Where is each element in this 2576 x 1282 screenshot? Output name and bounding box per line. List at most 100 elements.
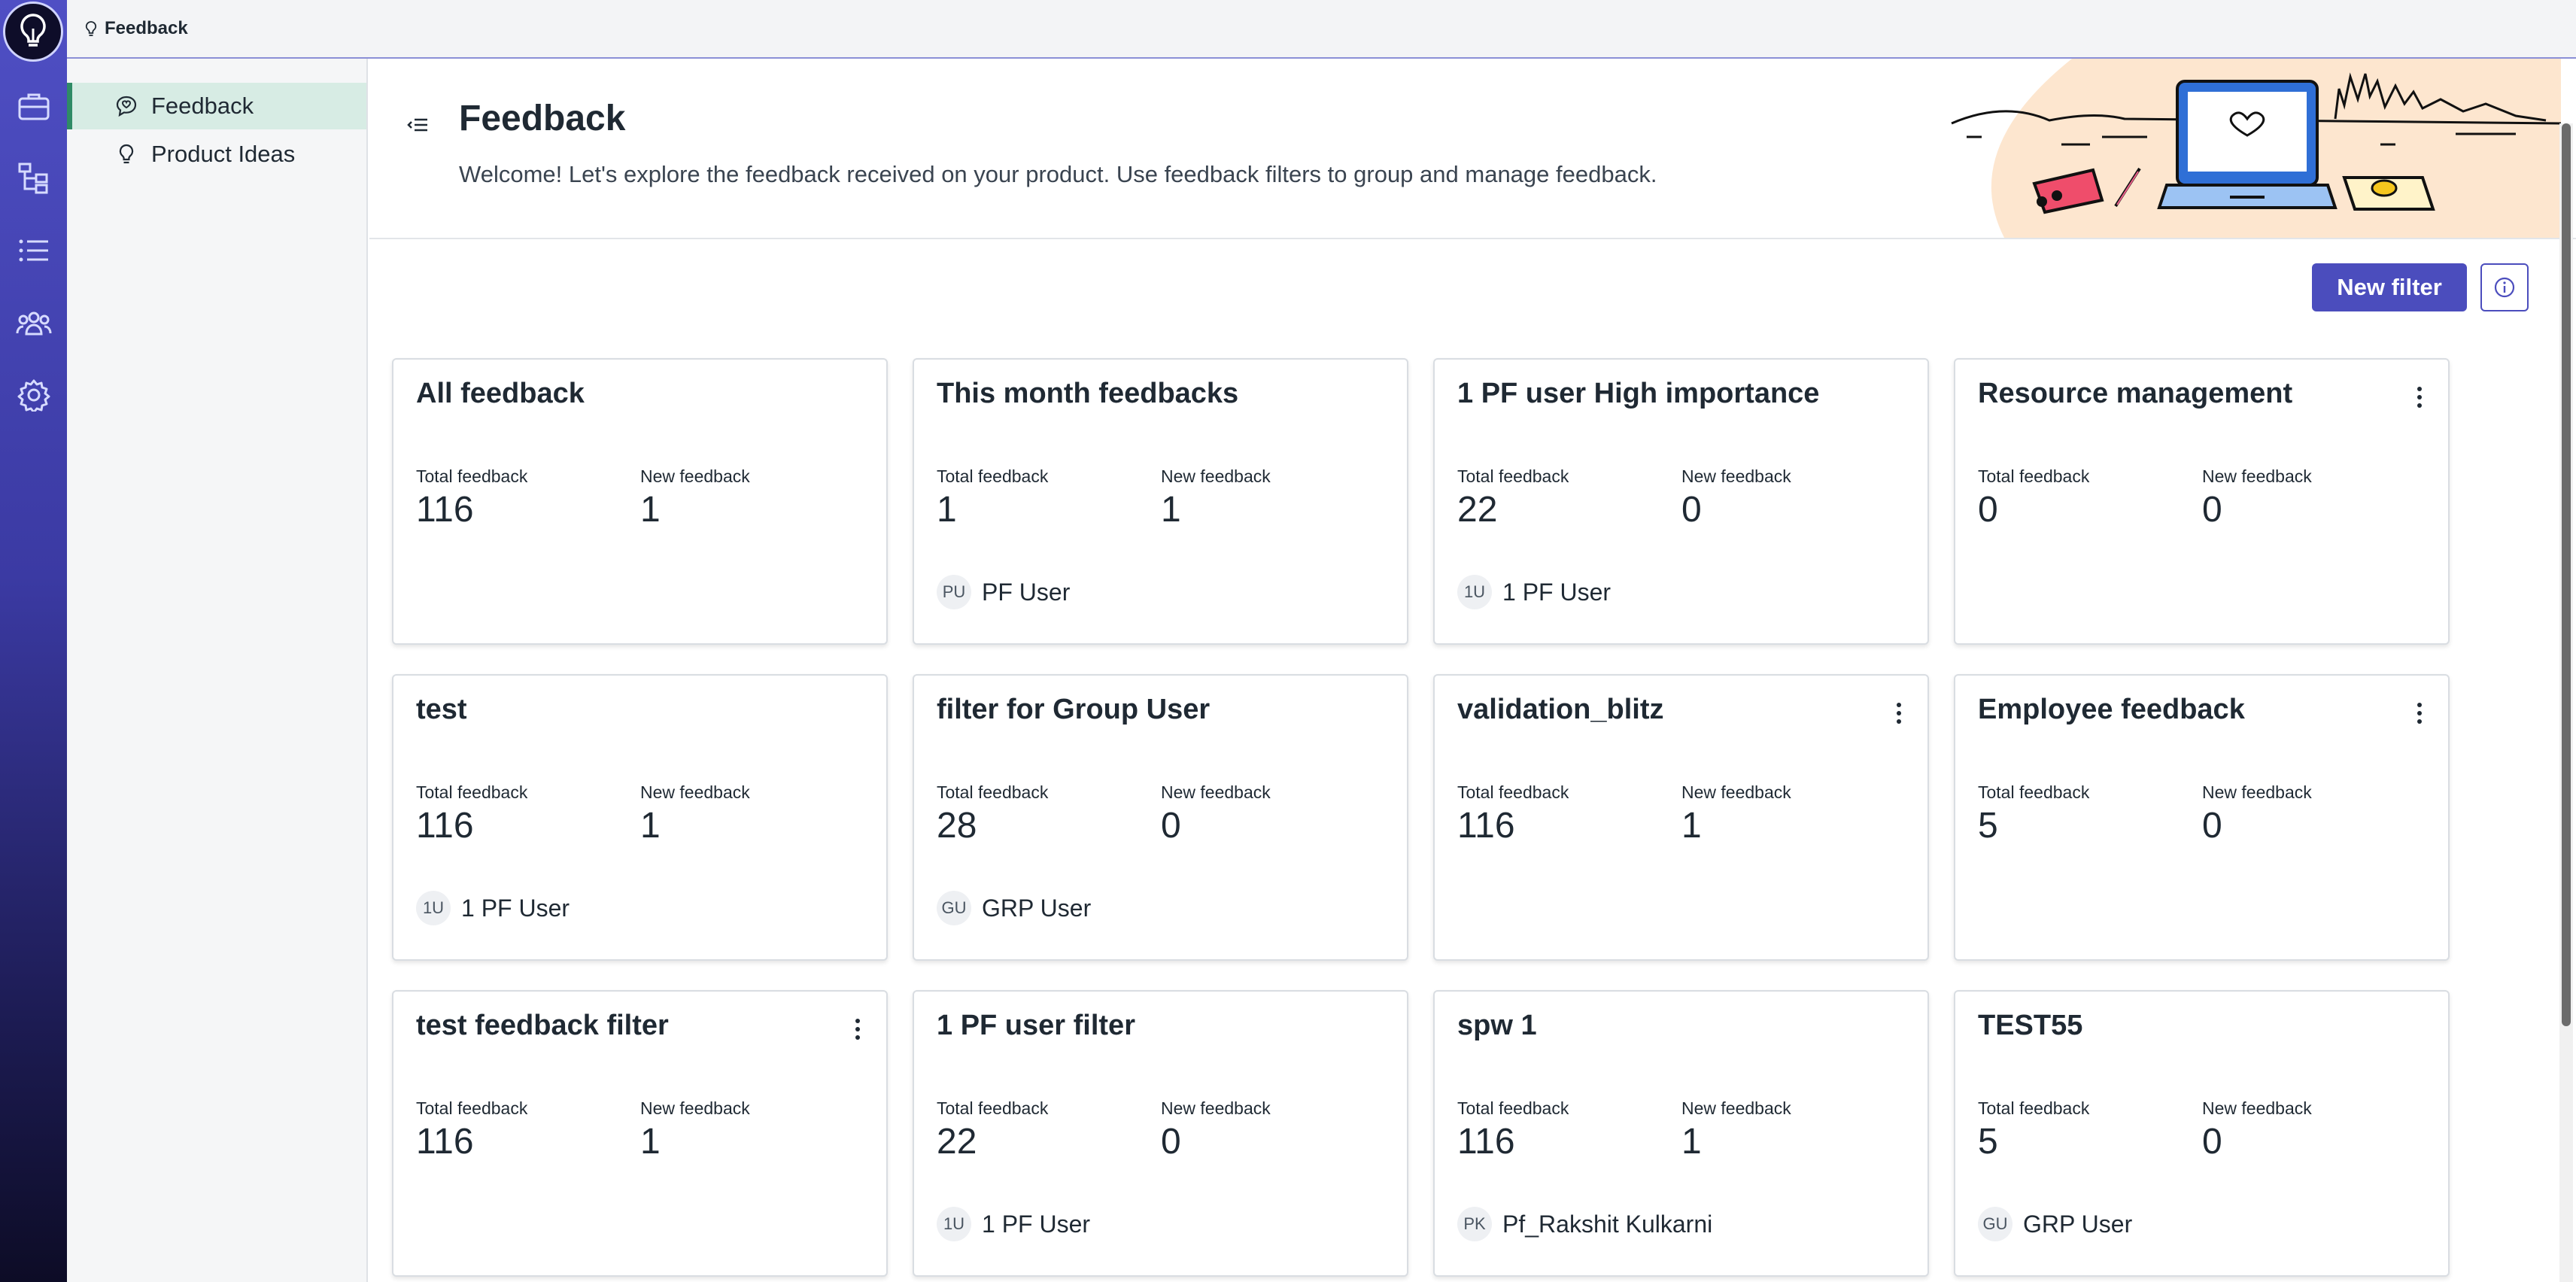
filter-card[interactable]: filter for Group User Total feedback 28 New… [913, 674, 1408, 961]
total-feedback-label: Total feedback [937, 466, 1049, 486]
info-icon[interactable] [2480, 263, 2529, 311]
new-feedback-value: 0 [2202, 1122, 2222, 1162]
owner-name: Pf_Rakshit Kulkarni [1502, 1210, 1713, 1238]
page-title: Feedback [459, 99, 626, 138]
card-title[interactable]: This month feedbacks [937, 378, 1239, 409]
avatar: 1U [1457, 575, 1492, 609]
more-options-icon[interactable] [1885, 698, 1912, 728]
scrollbar[interactable] [2559, 123, 2573, 1282]
new-feedback-value: 0 [2202, 490, 2222, 530]
owner-name: 1 PF User [1502, 578, 1612, 606]
laptop-illustration [1951, 59, 2561, 238]
total-feedback-value: 116 [1457, 806, 1515, 846]
new-feedback-label: New feedback [640, 1098, 750, 1118]
total-feedback-value: 1 [937, 490, 957, 530]
new-feedback-label: New feedback [1681, 466, 1791, 486]
card-title[interactable]: test [416, 694, 467, 725]
app-rail [0, 0, 67, 1282]
filter-card[interactable]: Resource management Total feedback 0 New fe… [1954, 358, 2450, 645]
filter-card[interactable]: 1 PF user filter Total feedback 22 New feed… [913, 990, 1408, 1277]
subnav-item-label: Product Ideas [151, 141, 296, 167]
users-icon[interactable] [13, 302, 55, 344]
collapse-sidebar-icon[interactable] [402, 110, 433, 140]
new-feedback-label: New feedback [640, 466, 750, 486]
new-feedback-label: New feedback [1161, 1098, 1271, 1118]
card-owner: PU PF User [937, 575, 1070, 609]
feedback-subnav: Feedback Product Ideas [67, 59, 368, 1282]
card-title[interactable]: filter for Group User [937, 694, 1211, 725]
lightbulb-icon [85, 21, 97, 36]
filter-card[interactable]: test feedback filter Total feedback 116 New… [392, 990, 888, 1277]
card-title[interactable]: All feedback [416, 378, 585, 409]
filter-card[interactable]: validation_blitz Total feedback 116 New fee… [1433, 674, 1929, 961]
card-owner: PK Pf_Rakshit Kulkarni [1457, 1207, 1712, 1241]
gear-icon[interactable] [13, 374, 55, 416]
page-subtitle: Welcome! Let's explore the feedback rece… [459, 161, 1657, 187]
avatar: PK [1457, 1207, 1492, 1241]
filter-card[interactable]: 1 PF user High importance Total feedback 2… [1433, 358, 1929, 645]
card-owner: 1U 1 PF User [416, 891, 570, 925]
card-title[interactable]: spw 1 [1457, 1010, 1537, 1041]
total-feedback-value: 116 [416, 806, 474, 846]
main-content: Feedback Welcome! Let's explore the feed… [369, 59, 2576, 1282]
total-feedback-value: 28 [937, 806, 977, 846]
new-feedback-label: New feedback [1161, 466, 1271, 486]
new-feedback-value: 1 [1681, 806, 1702, 846]
top-bar: Feedback [67, 0, 2576, 59]
avatar: 1U [937, 1207, 971, 1241]
new-feedback-value: 0 [1161, 806, 1181, 846]
card-title[interactable]: 1 PF user filter [937, 1010, 1135, 1041]
new-feedback-label: New feedback [1681, 1098, 1791, 1118]
breadcrumb[interactable]: Feedback [85, 18, 188, 39]
briefcase-icon[interactable] [13, 85, 55, 127]
card-title[interactable]: test feedback filter [416, 1010, 669, 1041]
filter-card[interactable]: spw 1 Total feedback 116 New feedback 1 PK Pf_… [1433, 990, 1929, 1277]
total-feedback-label: Total feedback [1457, 782, 1569, 802]
filter-card[interactable]: All feedback Total feedback 116 New feedbac… [392, 358, 888, 645]
new-feedback-label: New feedback [2202, 1098, 2312, 1118]
card-title[interactable]: Resource management [1978, 378, 2293, 409]
new-feedback-label: New feedback [640, 782, 750, 802]
total-feedback-label: Total feedback [416, 782, 528, 802]
avatar: PU [937, 575, 971, 609]
scrollbar-thumb[interactable] [2562, 123, 2571, 1026]
subnav-item-label: Feedback [151, 93, 254, 119]
list-icon[interactable] [13, 229, 55, 272]
total-feedback-value: 5 [1978, 806, 1998, 846]
new-feedback-value: 1 [640, 1122, 661, 1162]
card-owner: 1U 1 PF User [937, 1207, 1090, 1241]
total-feedback-label: Total feedback [1978, 1098, 2090, 1118]
more-options-icon[interactable] [2406, 382, 2433, 412]
total-feedback-value: 0 [1978, 490, 1998, 530]
new-feedback-value: 0 [1681, 490, 1702, 530]
subnav-item-feedback[interactable]: Feedback [67, 83, 366, 129]
total-feedback-value: 22 [937, 1122, 977, 1162]
card-title[interactable]: 1 PF user High importance [1457, 378, 1820, 409]
owner-name: GRP User [2023, 1210, 2133, 1238]
new-feedback-label: New feedback [2202, 466, 2312, 486]
new-feedback-value: 0 [2202, 806, 2222, 846]
owner-name: GRP User [982, 894, 1092, 922]
lightbulb-logo-icon[interactable] [3, 2, 63, 62]
more-options-icon[interactable] [2406, 698, 2433, 728]
filter-card[interactable]: TEST55 Total feedback 5 New feedback 0 GU GRP … [1954, 990, 2450, 1277]
total-feedback-value: 116 [416, 490, 474, 530]
card-title[interactable]: TEST55 [1978, 1010, 2083, 1041]
total-feedback-label: Total feedback [1978, 466, 2090, 486]
total-feedback-value: 116 [416, 1122, 474, 1162]
filter-card[interactable]: This month feedbacks Total feedback 1 New f… [913, 358, 1408, 645]
filter-card[interactable]: test Total feedback 116 New feedback 1 1U 1 PF… [392, 674, 888, 961]
card-title[interactable]: validation_blitz [1457, 694, 1664, 725]
subnav-item-product-ideas[interactable]: Product Ideas [67, 131, 366, 178]
filter-card[interactable]: Employee feedback Total feedback 5 New feed… [1954, 674, 2450, 961]
hierarchy-icon[interactable] [13, 157, 55, 199]
card-title[interactable]: Employee feedback [1978, 694, 2245, 725]
new-filter-button[interactable]: New filter [2312, 263, 2467, 311]
card-owner: GU GRP User [937, 891, 1091, 925]
avatar: GU [937, 891, 971, 925]
new-feedback-value: 1 [640, 490, 661, 530]
total-feedback-label: Total feedback [1457, 1098, 1569, 1118]
avatar: GU [1978, 1207, 2012, 1241]
more-options-icon[interactable] [844, 1014, 871, 1044]
total-feedback-value: 22 [1457, 490, 1498, 530]
